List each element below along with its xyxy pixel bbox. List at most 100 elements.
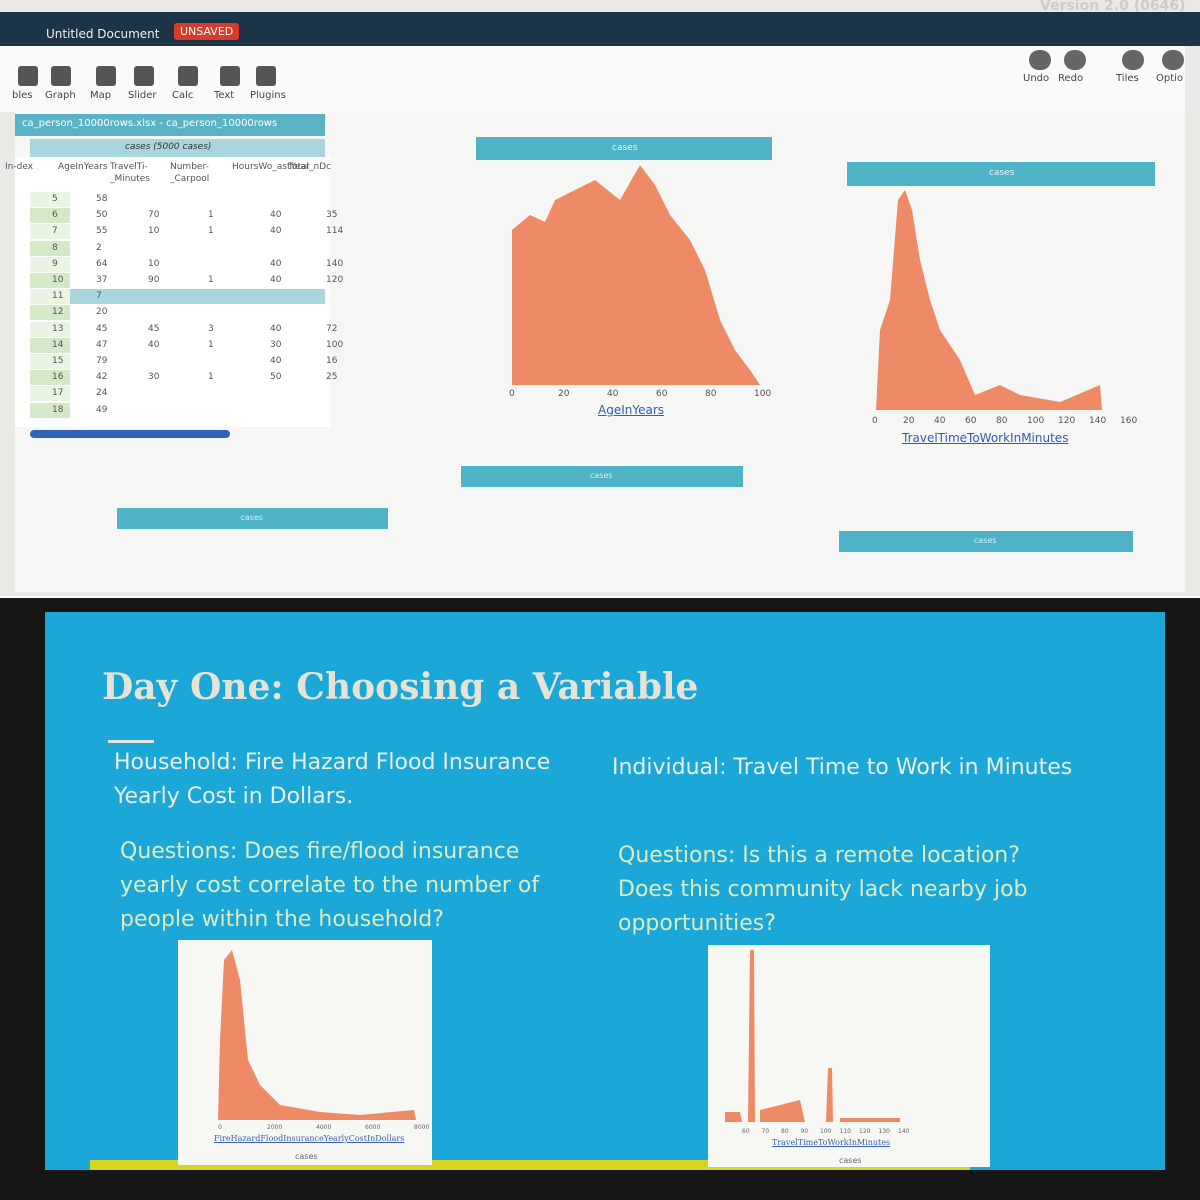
table-cell: 42	[96, 372, 108, 383]
chart-image	[178, 940, 432, 1165]
table-cell: 30	[148, 372, 160, 383]
index-cell	[30, 240, 70, 256]
tool-button[interactable]: Undo	[1023, 73, 1050, 84]
x-tick-label: 140	[898, 1128, 910, 1135]
table-cell: 13	[52, 323, 64, 334]
slide-title: Day One: Choosing a Variable	[102, 666, 699, 708]
column-header: Total_nDc	[288, 162, 332, 172]
table-cell: 40	[270, 323, 282, 334]
index-cell	[30, 192, 70, 207]
x-tick-label: 40	[934, 416, 946, 426]
index-cell	[30, 354, 70, 369]
table-cell: 114	[326, 226, 344, 237]
tool-button[interactable]: Map	[90, 90, 112, 101]
x-tick-label: 80	[996, 416, 1008, 426]
tool-icon	[51, 66, 71, 86]
table-cell: 1	[208, 226, 214, 237]
table-cell: 30	[270, 339, 282, 350]
table-cell: 40	[270, 275, 282, 285]
column-header: TravelTi-_Minutes	[110, 162, 150, 184]
table-cell: 72	[326, 323, 338, 334]
table-cell: 90	[148, 275, 160, 285]
x-axis-label: FireHazardFloodInsuranceYearlyCostInDoll…	[214, 1134, 405, 1143]
tool-icon	[1162, 50, 1184, 70]
table-cell: 79	[96, 356, 108, 366]
table-cell: 40	[148, 339, 160, 350]
table-cell: 12	[52, 307, 64, 318]
table-cell: 50	[96, 210, 108, 221]
tool-button[interactable]: Tiles	[1116, 73, 1139, 84]
table-cell: 16	[326, 356, 338, 366]
scrollbar	[30, 430, 230, 438]
tool-button[interactable]: Text	[214, 90, 235, 101]
table-cell: 6	[52, 210, 58, 221]
tool-icon	[256, 66, 276, 86]
table-title: ca_person_10000rows.xlsx - ca_person_100…	[22, 118, 278, 129]
tool-button[interactable]: bles	[12, 90, 33, 101]
x-tick-label: 0	[872, 416, 878, 426]
x-tick-label: 160	[1120, 416, 1138, 426]
x-tick-label: 110	[839, 1128, 851, 1135]
table-cell: 49	[96, 404, 108, 415]
table-cell: 40	[270, 226, 282, 237]
column-header: HoursWo_astYear	[232, 162, 310, 172]
x-tick-label: 4000	[316, 1124, 332, 1131]
x-axis-label: AgeInYears	[598, 403, 665, 417]
x-tick-label: 100	[820, 1128, 832, 1135]
index-cell	[30, 273, 70, 288]
x-tick-label: 120	[1058, 416, 1076, 426]
chart-footer: cases	[295, 1152, 318, 1161]
tool-button[interactable]: Plugins	[250, 90, 286, 101]
table-cell: 9	[52, 258, 58, 269]
x-tick-label: 20	[558, 389, 570, 399]
tool-button[interactable]: Slider	[128, 90, 157, 101]
table-cell: 37	[96, 275, 108, 285]
table-cell: 47	[96, 339, 108, 350]
table-cell: 15	[52, 356, 64, 366]
x-tick-label: 0	[509, 389, 515, 399]
tool-icon	[1064, 50, 1086, 70]
table-cell: 55	[96, 226, 108, 237]
table-cell: 40	[270, 210, 282, 221]
tool-button[interactable]: Redo	[1058, 73, 1084, 84]
table-cell: 10	[52, 275, 64, 285]
table-cell: 10	[148, 258, 160, 269]
table-cell: 1	[208, 210, 214, 221]
index-cell	[30, 386, 70, 402]
tool-button[interactable]: Optio	[1156, 73, 1184, 84]
x-tick-label: 90	[800, 1128, 809, 1135]
table-cell: 50	[270, 372, 282, 383]
table-cell: 20	[96, 307, 108, 318]
tool-button[interactable]: Graph	[45, 90, 76, 101]
table-cell: 25	[326, 372, 338, 383]
tool-icon	[1029, 50, 1051, 70]
x-tick-label: 60	[656, 389, 668, 399]
tool-button[interactable]: Calc	[172, 90, 194, 101]
table-cell: 7	[96, 291, 102, 302]
x-tick-label: 8000	[414, 1124, 430, 1131]
collection-bar	[30, 139, 325, 157]
slide-question: Questions: Is this a remote location? Do…	[618, 843, 1028, 936]
graph-title-bar	[476, 137, 772, 160]
slide-question: Questions: Does fire/flood insurance yea…	[120, 839, 540, 932]
table-cell: 45	[148, 323, 160, 334]
index-cell	[30, 208, 70, 224]
index-cell	[30, 256, 70, 272]
x-tick-label: 80	[705, 389, 717, 399]
index-cell	[30, 224, 70, 240]
graph-title: cases	[989, 168, 1015, 178]
tool-icon	[96, 66, 116, 86]
slide-heading: Individual: Travel Time to Work in Minut…	[612, 755, 1073, 780]
table-cell: 58	[96, 194, 108, 204]
table-cell: 140	[326, 258, 344, 269]
empty-tile-bar	[839, 531, 1133, 552]
index-cell	[30, 305, 70, 321]
table-cell: 2	[96, 242, 102, 253]
version: Version 2.0 (0646)	[1040, 0, 1186, 14]
table-cell: 8	[52, 242, 58, 253]
unsaved-badge: UNSAVED	[174, 23, 240, 40]
table-cell: 7	[52, 226, 58, 237]
index-cell	[30, 321, 70, 337]
x-tick-label: 130	[878, 1128, 890, 1135]
